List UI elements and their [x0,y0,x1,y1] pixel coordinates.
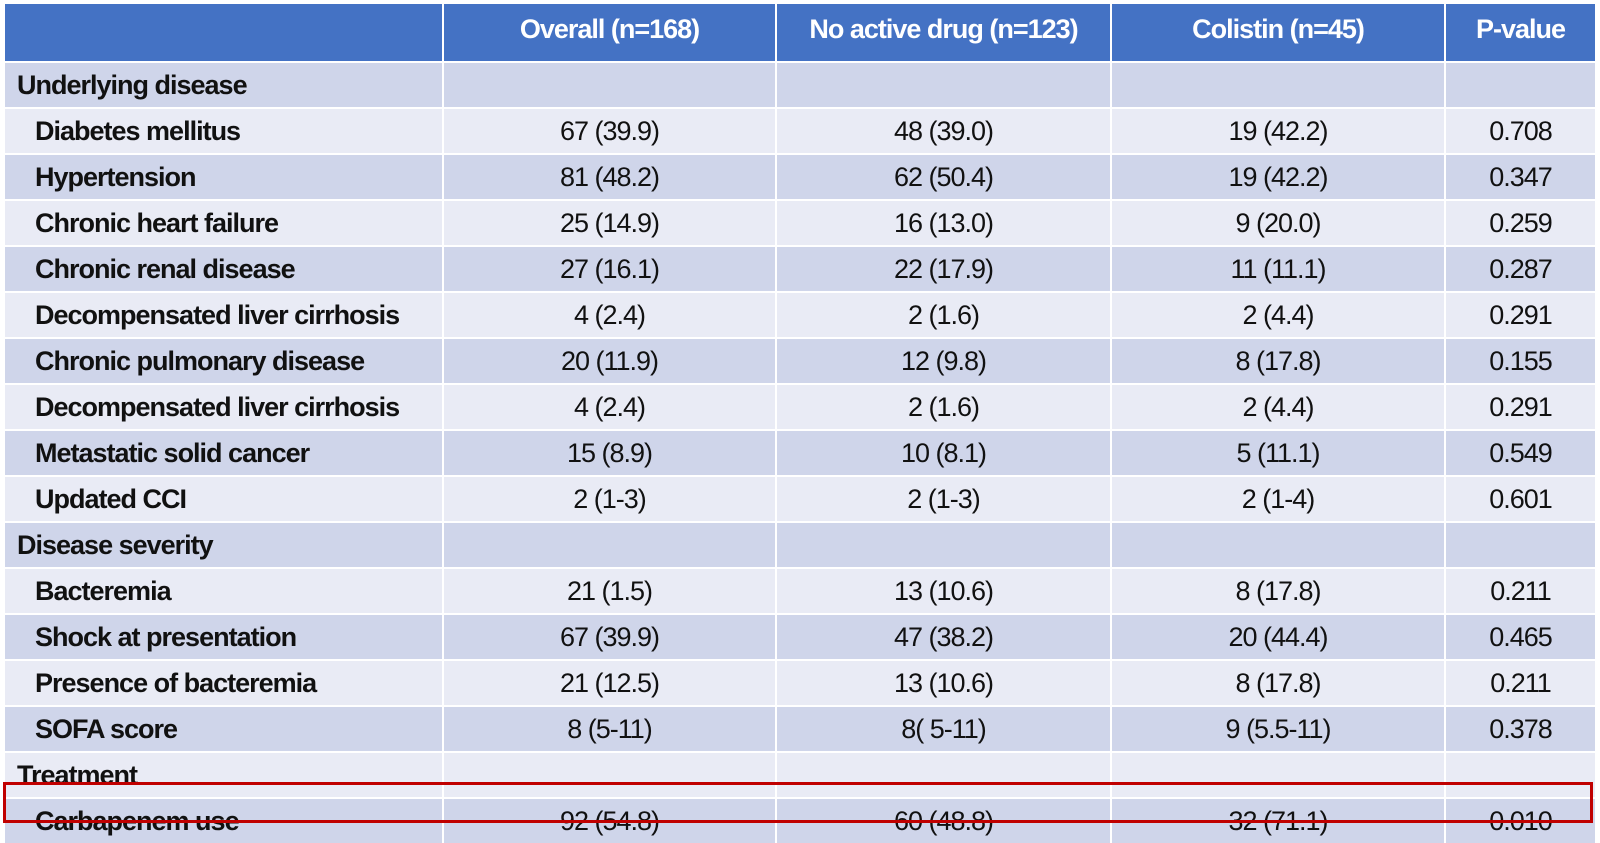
empty-cell [777,753,1112,799]
value-cell: 0.291 [1446,385,1597,431]
value-cell: 92 (54.8) [444,799,777,843]
value-cell: 2 (4.4) [1112,293,1446,339]
value-cell: 62 (50.4) [777,155,1112,201]
value-cell: 8 (17.8) [1112,569,1446,615]
value-cell: 67 (39.9) [444,109,777,155]
value-cell: 0.211 [1446,569,1597,615]
value-cell: 0.347 [1446,155,1597,201]
row-label: Bacteremia [5,569,444,615]
empty-cell [1446,523,1597,569]
value-cell: 20 (11.9) [444,339,777,385]
empty-cell [444,523,777,569]
value-cell: 0.291 [1446,293,1597,339]
row-label: Chronic heart failure [5,201,444,247]
row-label: Hypertension [5,155,444,201]
empty-cell [1112,753,1446,799]
empty-cell [444,753,777,799]
section-label: Treatment [5,753,444,799]
value-cell: 4 (2.4) [444,293,777,339]
value-cell: 0.211 [1446,661,1597,707]
value-cell: 0.010 [1446,799,1597,843]
row-label: Chronic pulmonary disease [5,339,444,385]
value-cell: 8 (5-11) [444,707,777,753]
row-label: Shock at presentation [5,615,444,661]
value-cell: 5 (11.1) [1112,431,1446,477]
column-header: Colistin (n=45) [1112,4,1446,63]
row-label: Carbapenem use [5,799,444,843]
row-label: Presence of bacteremia [5,661,444,707]
value-cell: 13 (10.6) [777,661,1112,707]
value-cell: 15 (8.9) [444,431,777,477]
value-cell: 20 (44.4) [1112,615,1446,661]
value-cell: 19 (42.2) [1112,155,1446,201]
section-label: Disease severity [5,523,444,569]
row-label: Chronic renal disease [5,247,444,293]
value-cell: 0.708 [1446,109,1597,155]
value-cell: 16 (13.0) [777,201,1112,247]
value-cell: 12 (9.8) [777,339,1112,385]
value-cell: 4 (2.4) [444,385,777,431]
empty-cell [777,523,1112,569]
value-cell: 0.601 [1446,477,1597,523]
value-cell: 0.378 [1446,707,1597,753]
value-cell: 8( 5-11) [777,707,1112,753]
value-cell: 2 (1-3) [444,477,777,523]
value-cell: 0.287 [1446,247,1597,293]
value-cell: 2 (1.6) [777,293,1112,339]
value-cell: 2 (4.4) [1112,385,1446,431]
value-cell: 13 (10.6) [777,569,1112,615]
column-header: Overall (n=168) [444,4,777,63]
value-cell: 0.465 [1446,615,1597,661]
value-cell: 67 (39.9) [444,615,777,661]
row-label: SOFA score [5,707,444,753]
value-cell: 9 (20.0) [1112,201,1446,247]
row-label: Decompensated liver cirrhosis [5,385,444,431]
value-cell: 21 (12.5) [444,661,777,707]
value-cell: 0.259 [1446,201,1597,247]
value-cell: 0.155 [1446,339,1597,385]
value-cell: 9 (5.5-11) [1112,707,1446,753]
empty-cell [1446,63,1597,109]
value-cell: 11 (11.1) [1112,247,1446,293]
row-label: Diabetes mellitus [5,109,444,155]
value-cell: 2 (1-4) [1112,477,1446,523]
column-header: No active drug (n=123) [777,4,1112,63]
value-cell: 22 (17.9) [777,247,1112,293]
value-cell: 2 (1.6) [777,385,1112,431]
value-cell: 27 (16.1) [444,247,777,293]
value-cell: 81 (48.2) [444,155,777,201]
value-cell: 8 (17.8) [1112,661,1446,707]
value-cell: 60 (48.8) [777,799,1112,843]
value-cell: 19 (42.2) [1112,109,1446,155]
empty-cell [1112,63,1446,109]
value-cell: 48 (39.0) [777,109,1112,155]
value-cell: 47 (38.2) [777,615,1112,661]
empty-cell [1112,523,1446,569]
section-label: Underlying disease [5,63,444,109]
value-cell: 0.549 [1446,431,1597,477]
empty-cell [444,63,777,109]
row-label: Decompensated liver cirrhosis [5,293,444,339]
value-cell: 2 (1-3) [777,477,1112,523]
row-label: Metastatic solid cancer [5,431,444,477]
value-cell: 10 (8.1) [777,431,1112,477]
value-cell: 21 (1.5) [444,569,777,615]
value-cell: 8 (17.8) [1112,339,1446,385]
empty-cell [777,63,1112,109]
row-label: Updated CCI [5,477,444,523]
value-cell: 32 (71.1) [1112,799,1446,843]
value-cell: 25 (14.9) [444,201,777,247]
header-corner [5,4,444,63]
column-header: P-value [1446,4,1597,63]
empty-cell [1446,753,1597,799]
